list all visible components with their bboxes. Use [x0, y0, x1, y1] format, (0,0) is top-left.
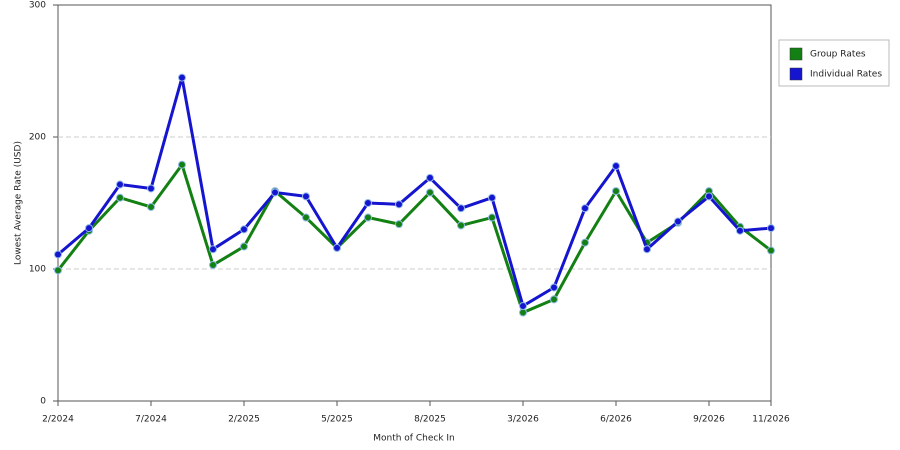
data-point: [147, 184, 155, 193]
data-point: [612, 187, 620, 196]
data-point: [302, 192, 310, 201]
data-point: [209, 245, 217, 254]
legend-label: Individual Rates: [810, 70, 882, 80]
data-point: [426, 173, 434, 182]
data-point: [457, 221, 465, 230]
data-point: [54, 266, 62, 275]
x-tick-label: 3/2026: [507, 415, 539, 425]
x-tick-label: 2/2025: [228, 415, 260, 425]
data-point: [240, 242, 248, 251]
data-point: [705, 192, 713, 201]
data-point: [767, 246, 775, 255]
data-point: [178, 160, 186, 169]
data-point: [426, 188, 434, 197]
data-point: [116, 193, 124, 202]
y-axis-label: Lowest Average Rate (USD): [14, 141, 24, 265]
data-point: [147, 202, 155, 211]
data-point: [581, 204, 589, 213]
x-tick-label: 11/2026: [752, 415, 790, 425]
data-point: [209, 261, 217, 270]
data-point: [767, 224, 775, 233]
data-point: [395, 220, 403, 229]
data-point: [178, 73, 186, 82]
x-tick-label: 6/2026: [600, 415, 632, 425]
data-point: [364, 213, 372, 222]
data-point: [674, 217, 682, 226]
data-point: [271, 188, 279, 197]
data-point: [519, 301, 527, 310]
data-point: [519, 308, 527, 317]
x-tick-label: 9/2026: [693, 415, 725, 425]
legend-label: Group Rates: [810, 50, 866, 60]
data-point: [364, 199, 372, 207]
x-tick-label: 2/2024: [42, 415, 74, 425]
data-point: [116, 180, 124, 189]
data-point: [581, 238, 589, 247]
y-tick-label: 200: [29, 133, 46, 143]
data-point: [302, 213, 310, 222]
y-tick-label: 300: [29, 1, 46, 11]
data-point: [395, 200, 403, 209]
data-point: [85, 224, 93, 233]
series-line: [56, 163, 772, 315]
x-tick-label: 7/2024: [135, 415, 167, 425]
data-point: [612, 162, 620, 171]
x-tick-label: 5/2025: [321, 415, 353, 425]
data-point: [333, 243, 341, 252]
x-axis-label: Month of Check In: [373, 434, 455, 444]
y-tick-label: 0: [40, 397, 46, 407]
data-point: [488, 193, 496, 202]
legend-swatch: [789, 47, 803, 61]
data-point: [240, 225, 248, 234]
data-point: [488, 213, 496, 222]
data-point: [457, 204, 465, 213]
series-line: [57, 76, 772, 308]
data-point: [736, 226, 744, 235]
data-point: [643, 245, 651, 254]
data-point: [550, 295, 558, 304]
y-tick-label: 100: [29, 265, 46, 275]
x-tick-label: 8/2025: [414, 415, 446, 425]
data-point: [550, 283, 558, 292]
data-point: [54, 250, 62, 259]
legend-swatch: [789, 67, 803, 81]
plot-frame: [57, 4, 772, 402]
